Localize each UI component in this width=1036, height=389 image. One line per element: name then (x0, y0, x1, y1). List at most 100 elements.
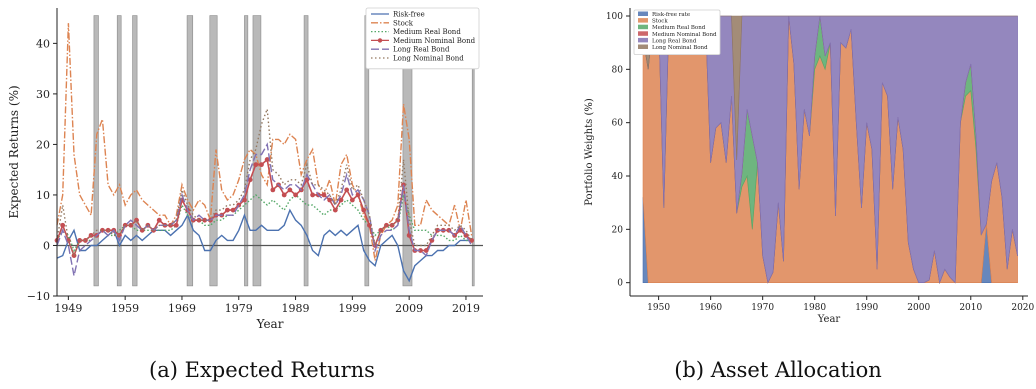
x-tick-label: 1959 (111, 302, 139, 315)
marker-point (457, 227, 463, 233)
legend-entry-riskfree: Risk-free rate (652, 12, 690, 18)
series-line-riskfree (56, 208, 472, 283)
marker-point (202, 217, 208, 223)
legend-swatch-long_real (638, 37, 648, 43)
marker-point (378, 227, 384, 233)
x-tick-label: 1979 (225, 302, 253, 315)
marker-point (259, 162, 264, 168)
marker-point (156, 217, 162, 223)
y-tick-label: 0 (617, 279, 623, 289)
x-tick-label: 1949 (54, 302, 82, 315)
recession-bars (93, 15, 475, 287)
series-line-medium_real (56, 193, 472, 253)
marker-point (71, 253, 77, 258)
legend-swatch-long_nominal (638, 44, 648, 49)
marker-point (344, 187, 350, 193)
legend-entry-stock: Stock (652, 19, 668, 25)
legend-swatch-medium_real (638, 24, 648, 30)
marker-point (293, 192, 298, 198)
x-tick-label: 2000 (907, 303, 930, 313)
x-tick-label: 1969 (168, 302, 196, 315)
marker-point (83, 238, 88, 243)
marker-point (332, 207, 338, 213)
marker-point (349, 197, 355, 203)
marker-point (173, 222, 179, 228)
caption-b: (b) Asset Allocation (674, 358, 882, 382)
y-tick-label: 40 (36, 37, 50, 50)
x-tick-label: 1980 (803, 303, 826, 313)
marker-point (264, 157, 270, 162)
marker-point (361, 207, 367, 213)
legend-entry-medium_real: Medium Real Bond (652, 25, 706, 31)
legend-swatch-riskfree (638, 11, 648, 16)
marker-point (304, 177, 310, 183)
marker-point (247, 177, 253, 183)
y-tick-label: 20 (36, 138, 50, 151)
recession-bar-1 (116, 15, 122, 287)
marker-point (310, 192, 315, 198)
legend-swatch-stock (638, 18, 648, 23)
recession-bar-7 (303, 15, 309, 287)
stacked-areas (642, 15, 1018, 284)
legend-marker (377, 38, 383, 43)
y-tick-label: 100 (606, 12, 623, 22)
marker-point (253, 162, 259, 168)
marker-point (327, 197, 333, 203)
marker-point (287, 187, 293, 193)
y-tick-label: 40 (612, 172, 624, 182)
area-long_nominal (642, 15, 1018, 161)
legend-entry-medium_nominal: Medium Nominal Bond (393, 37, 476, 45)
x-tick-label: 1960 (699, 303, 722, 313)
marker-point (196, 217, 202, 223)
y-tick-label: −10 (27, 290, 50, 303)
x-tick-label: 2020 (1011, 303, 1034, 313)
x-tick-label: 1950 (647, 303, 670, 313)
x-tick-label: 1999 (338, 302, 366, 315)
x-axis-label: Year (817, 314, 841, 325)
marker-point (60, 222, 66, 228)
marker-point (230, 207, 236, 213)
y-axis-label: Expected Returns (%) (7, 85, 21, 218)
marker-point (225, 207, 230, 213)
legend-frame (365, 7, 480, 70)
recession-bar-4 (209, 15, 218, 287)
y-tick-label: 0 (43, 239, 50, 252)
legend-entry-long_real: Long Real Bond (393, 46, 450, 54)
marker-point (355, 192, 361, 198)
series-line-long_real (56, 142, 473, 276)
marker-point (242, 197, 247, 203)
legend-entry-long_nominal: Long Nominal Bond (393, 55, 464, 63)
legend-entry-medium_nominal: Medium Nominal Bond (652, 32, 717, 38)
marker-point (423, 248, 429, 253)
legend-swatch-medium_nominal (638, 31, 648, 36)
y-tick-label: 80 (612, 65, 624, 75)
recession-bar-6 (252, 15, 262, 287)
x-tick-label: 1970 (751, 303, 774, 313)
chart-expected-returns: −10 0 10 20 30 40 1949 1959 1969 1979 1989 1999 2009… (7, 7, 483, 382)
recession-bar-2 (132, 15, 138, 287)
marker-point (77, 238, 83, 243)
chart-asset-allocation: 0 20 40 60 80 100 1950 1960 1970 1980 1990 2000 2010… (584, 8, 1035, 382)
marker-point (384, 222, 389, 228)
y-axis-label: Portfolio Weights (%) (584, 98, 595, 206)
x-axis-label: Year (256, 317, 284, 331)
legend-entry-riskfree: Risk-free (393, 11, 425, 19)
y-tick-label: 10 (36, 189, 50, 202)
recession-bar-3 (186, 15, 194, 287)
x-tick-label: 2019 (452, 302, 480, 315)
marker-point (338, 197, 344, 203)
series-line-stock (56, 23, 473, 261)
marker-point (435, 227, 440, 233)
marker-point (321, 192, 327, 198)
marker-point (389, 222, 395, 228)
legend-frame (633, 9, 721, 55)
marker-point (281, 192, 287, 198)
marker-point (270, 187, 276, 193)
legend-entry-long_real: Long Real Bond (652, 38, 697, 44)
caption-a: (a) Expected Returns (149, 358, 375, 382)
x-tick-label: 1989 (282, 302, 310, 315)
legend-entry-long_nominal: Long Nominal Bond (652, 45, 708, 51)
legend-entry-medium_real: Medium Real Bond (393, 28, 461, 36)
